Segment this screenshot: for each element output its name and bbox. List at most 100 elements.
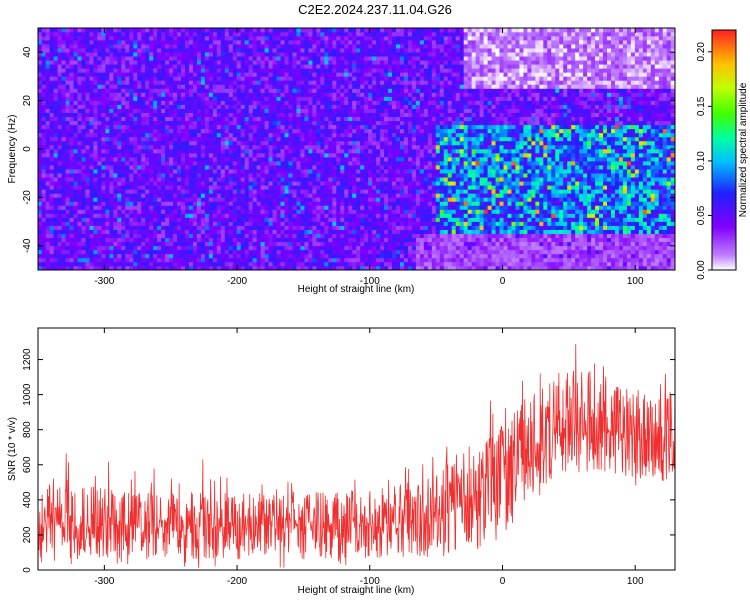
heatmap-cell [97,225,102,230]
heatmap-cell [336,108,341,113]
heatmap-cell [228,193,234,198]
heatmap-cell [332,51,337,57]
heatmap-cell [173,92,178,97]
heatmap-cell [57,124,63,130]
heatmap-cell [336,112,341,118]
heatmap-cell [53,104,59,109]
heatmap-cell [200,124,206,130]
heatmap-cell [73,189,79,194]
heatmap-cell [280,140,286,146]
heatmap-cell [153,160,158,166]
heatmap-cell [93,76,99,81]
heatmap-cell [97,76,102,81]
heatmap-cell [113,76,118,81]
heatmap-cell [105,96,110,101]
heatmap-cell [288,80,294,85]
heatmap-cell [153,201,158,206]
heatmap-cell [240,265,246,270]
heatmap-cell [236,237,242,243]
heatmap-cell [109,257,114,263]
heatmap-cell [113,104,118,109]
heatmap-cell [276,237,282,243]
heatmap-cell [109,213,114,218]
heatmap-cell [336,197,341,202]
heatmap-cell [216,189,222,194]
heatmap-cell [77,96,83,101]
heatmap-cell [173,80,178,85]
heatmap-cell [208,156,214,162]
heatmap-cell [280,100,286,105]
heatmap-cell [125,197,130,202]
heatmap-cell [188,100,194,105]
heatmap-cell [204,197,210,202]
heatmap-cell [268,261,274,267]
heatmap-cell [200,31,206,37]
heatmap-cell [177,35,182,41]
heatmap-cell [57,261,63,267]
heatmap-cell [85,116,91,122]
heatmap-cell [113,144,118,150]
heatmap-cell [272,39,278,45]
heatmap-cell [272,221,278,226]
heatmap-cell [312,96,317,101]
heatmap-cell [312,92,317,97]
heatmap-cell [220,72,226,77]
heatmap-cell [77,92,83,97]
heatmap-cell [224,84,230,89]
heatmap-cell [268,233,274,239]
heatmap-cell [288,31,294,37]
heatmap-cell [292,241,298,247]
heatmap-cell [153,72,158,77]
heatmap-cell [53,148,59,154]
heatmap-cell [101,213,106,218]
heatmap-cell [81,257,87,263]
heatmap-cell [93,140,99,146]
heatmap-cell [153,197,158,202]
heatmap-cell [248,241,254,247]
heatmap-cell [157,35,162,41]
heatmap-cell [312,176,317,182]
heatmap-cell [97,233,102,239]
heatmap-cell [45,140,51,146]
heatmap-cell [196,104,202,109]
heatmap-cell [236,193,242,198]
heatmap-cell [196,213,202,218]
heatmap-cell [133,108,138,113]
heatmap-cell [208,92,214,97]
heatmap-cell [113,221,118,226]
heatmap-cell [81,221,87,226]
heatmap-cell [276,217,282,222]
heatmap-cell [61,108,67,113]
heatmap-cell [316,265,321,270]
heatmap-cell [320,108,325,113]
heatmap-cell [157,152,162,158]
heatmap-cell [324,76,329,81]
heatmap-cell [61,213,67,218]
heatmap-cell [304,28,310,33]
heatmap-cell [316,124,321,130]
heatmap-cell [157,189,162,194]
heatmap-cell [204,120,210,126]
heatmap-cell [192,160,198,166]
heatmap-cell [352,265,357,270]
heatmap-cell [93,100,99,105]
heatmap-cell [101,144,106,150]
heatmap-cell [165,64,170,69]
heatmap-cell [153,257,158,263]
heatmap-cell [308,51,314,57]
heatmap-cell [284,64,290,69]
heatmap-cell [145,156,150,162]
heatmap-cell [348,47,353,53]
heatmap-cell [280,257,286,263]
heatmap-cell [240,64,246,69]
heatmap-cell [57,84,63,89]
heatmap-cell [344,124,349,130]
heatmap-cell [364,128,369,134]
heatmap-cell [169,92,174,97]
heatmap-cell [228,257,234,263]
heatmap-cell [169,229,174,234]
heatmap-cell [204,80,210,85]
heatmap-cell [73,104,79,109]
heatmap-cell [328,108,333,113]
heatmap-cell [288,51,294,57]
